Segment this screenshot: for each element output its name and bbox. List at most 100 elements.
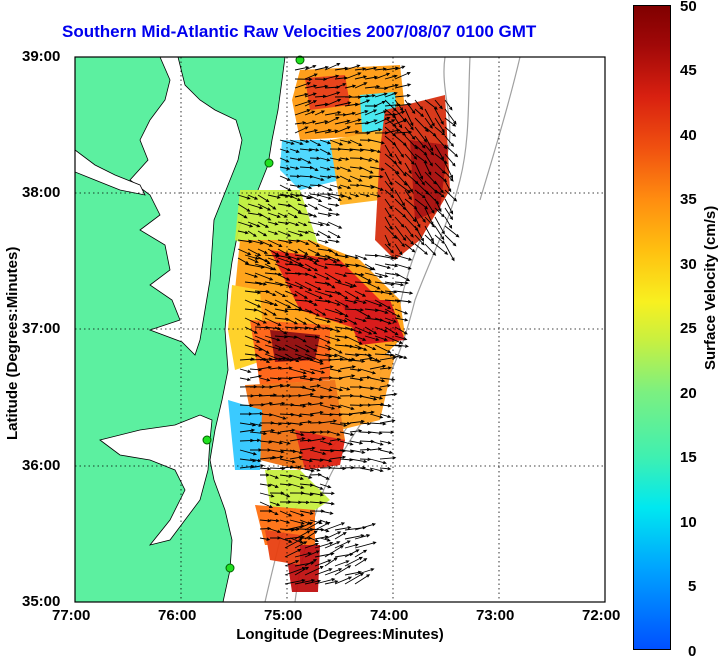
velocity-arrow [314,65,329,71]
velocity-arrow [294,521,314,531]
velocity-arrow [384,108,397,119]
velocity-arrow [289,193,300,198]
y-axis-label: Latitude (Degrees:Minutes) [4,246,21,440]
velocity-arrow [269,455,284,460]
velocity-arrow [257,230,268,237]
velocity-arrow [299,377,314,382]
velocity-arrow [289,184,302,189]
velocity-arrow [444,180,452,193]
velocity-arrow [314,128,332,134]
velocity-arrow [314,272,330,280]
velocity-arrow [414,234,425,246]
velocity-arrow [304,558,318,567]
velocity-arrow [354,549,368,558]
velocity-arrow [327,194,342,201]
velocity-arrow [319,430,331,434]
velocity-arrow [274,281,293,288]
velocity-arrow [247,257,259,263]
velocity-arrow [384,308,401,318]
velocity-arrow [329,175,341,179]
velocity-arrow [394,290,414,295]
velocity-arrow [404,198,418,210]
velocity-arrow [394,110,406,116]
velocity-arrow [294,82,312,89]
velocity-arrow [404,108,414,127]
velocity-arrow [334,83,347,89]
velocity-arrow [287,194,302,201]
velocity-arrow [267,194,281,199]
velocity-arrow [344,556,363,567]
velocity-arrow [314,94,327,99]
colorbar-tick: 0 [688,643,697,660]
velocity-arrow [304,308,321,317]
velocity-arrow [287,239,301,243]
velocity-arrow [369,157,380,163]
velocity-arrow [314,84,329,89]
velocity-arrow [277,194,289,198]
velocity-arrow [264,299,279,306]
velocity-arrow [254,281,268,286]
velocity-arrow [304,92,317,98]
velocity-arrow [319,404,336,410]
velocity-arrow [294,263,312,272]
velocity-arrow [267,221,279,226]
velocity-arrow [394,180,411,194]
station-marker[interactable] [202,435,212,445]
velocity-arrow [359,422,372,426]
velocity-arrow [314,541,334,549]
velocity-arrow [414,108,425,118]
station-marker[interactable] [225,563,235,573]
velocity-arrow [289,174,301,179]
station-marker[interactable] [295,55,305,65]
velocity-arrow [384,234,391,247]
station-marker[interactable] [264,158,274,168]
velocity-arrow [369,431,383,435]
velocity-arrow [277,239,293,244]
velocity-arrow [394,93,411,98]
velocity-arrow [444,234,457,247]
velocity-arrow [304,566,324,576]
velocity-arrow [379,366,392,370]
velocity-arrow [269,501,281,507]
velocity-arrow [414,99,424,111]
velocity-arrow [304,110,316,116]
velocity-arrow [309,139,322,146]
velocity-arrow [339,431,355,436]
velocity-arrow [334,565,352,576]
velocity-arrow [274,290,287,297]
velocity-arrow [334,526,352,531]
velocity-arrow [334,254,350,259]
velocity-arrow [264,344,283,351]
velocity-arrow [364,272,384,279]
velocity-arrow [384,117,397,128]
velocity-arrow [279,510,293,517]
velocity-arrow [324,74,340,80]
velocity-arrow [314,535,329,540]
velocity-arrow [287,212,299,219]
velocity-arrow [289,404,307,408]
velocity-arrow [394,308,409,315]
velocity-arrow [424,162,432,176]
velocity-arrow [314,578,336,585]
velocity-arrow [304,281,322,291]
velocity-arrow [354,344,368,351]
velocity-arrow [299,386,316,392]
velocity-arrow [274,308,289,313]
velocity-arrow [384,144,393,158]
velocity-arrow [289,431,305,437]
velocity-arrow [244,317,261,326]
velocity-arrow [297,230,310,235]
velocity-arrow [334,263,350,268]
velocity-arrow [264,290,277,297]
velocity-arrow [379,449,394,454]
axes-frame [74,56,606,603]
velocity-arrow [309,483,324,490]
velocity-arrow [384,171,393,186]
velocity-arrow [374,308,389,314]
velocity-arrow [304,84,318,89]
velocity-arrow [339,440,354,446]
velocity-arrow [444,189,458,202]
velocity-arrow [339,386,351,391]
velocity-arrow [269,383,284,388]
velocity-arrow [319,184,333,191]
